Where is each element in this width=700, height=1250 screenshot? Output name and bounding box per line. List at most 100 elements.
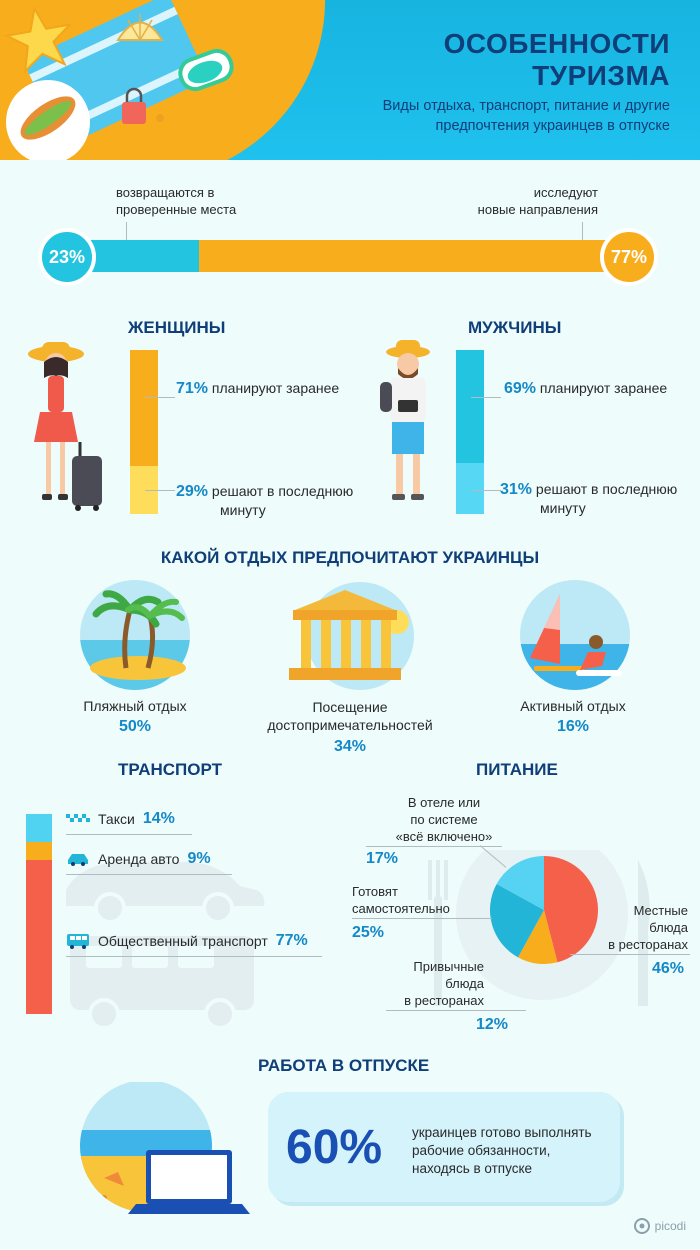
vehicle-silhouettes-illustration [66, 862, 265, 1030]
work-text-line1: украинцев готово выполнять [412, 1125, 592, 1140]
bus-icon [67, 934, 89, 949]
transport-taxi-segment [26, 814, 52, 842]
food-familiar-label: Привычные блюда в ресторанах [386, 958, 484, 1009]
active-pct: 16% [556, 718, 590, 735]
food-title: ПИТАНИЕ [476, 760, 558, 779]
women-title: ЖЕНЩИНЫ [128, 318, 226, 337]
beach-label: Пляжный отдых [83, 698, 187, 714]
active-label: Активный отдых [520, 698, 626, 714]
taxi-divider [66, 834, 192, 835]
selfcook-underline [352, 918, 492, 919]
local-underline [570, 954, 690, 955]
exploring-pct-badge: 77% [600, 228, 658, 286]
familiar-label-line2: блюда [445, 976, 484, 991]
windsurf-icon [520, 580, 630, 690]
beach-palm-icon [80, 580, 190, 690]
header-banner: ОСОБЕННОСТИ ТУРИЗМА Виды отдыха, транспо… [0, 0, 700, 160]
returning-label: возвращаются в проверенные места [116, 184, 236, 218]
rental-divider [66, 874, 232, 875]
returning-pointer [126, 222, 127, 244]
beach-pct: 50% [118, 718, 152, 735]
allinclusive-label-line1: В отеле или [407, 795, 481, 810]
rest-title: КАКОЙ ОТДЫХ ПРЕДПОЧИТАЮТ УКРАИНЦЫ [160, 548, 540, 567]
page-subtitle: Виды отдыха, транспорт, питание и другие… [382, 98, 670, 134]
women-plan-bar [130, 350, 158, 514]
women-last-label-line1: решают в последнюю [211, 483, 354, 499]
taxi-pct: 14% [142, 810, 175, 827]
public-divider [66, 956, 322, 957]
returning-label-line1: возвращаются в [116, 185, 215, 200]
exploring-label-line1: исследуют [533, 185, 598, 200]
transport-rental-segment [26, 842, 52, 860]
returning-pct-badge: 23% [38, 228, 96, 286]
women-plan-pct: 71% [176, 380, 209, 397]
selfcook-label-line2: самостоятельно [352, 901, 450, 916]
work-description: украинцев готово выполнять рабочие обяза… [412, 1124, 592, 1178]
sights-label-line2: достопримечательностей [267, 717, 433, 733]
women-last-pct: 29% [176, 483, 209, 500]
taxi-label: Такси [98, 811, 135, 827]
transport-public-segment [26, 860, 52, 1014]
women-last-pointer [145, 490, 175, 491]
food-pie-chart [490, 856, 598, 964]
familiar-underline [386, 1010, 526, 1011]
man-traveler-illustration [380, 340, 430, 500]
women-plan-stat: 71% планируют заранее [176, 380, 339, 398]
brand-name: picodi [654, 1219, 686, 1233]
men-plan-stat: 69% планируют заранее [504, 380, 667, 398]
local-label-line1: Местные [633, 903, 688, 918]
local-pct: 46% [652, 960, 685, 977]
selfcook-label-line1: Готовят [352, 884, 398, 899]
men-last-label-line2: минуту [540, 500, 586, 516]
women-last-label-line2: минуту [220, 502, 266, 518]
exploring-pointer [582, 222, 583, 244]
work-title: РАБОТА В ОТПУСКЕ [258, 1056, 430, 1075]
transport-public-row: Общественный транспорт 77% [66, 932, 322, 957]
men-last-pct: 31% [500, 481, 533, 498]
work-text-line2: рабочие обязанности, [412, 1143, 551, 1158]
allinclusive-label-line3: «всё включено» [395, 829, 493, 844]
rest-item-active: Активный отдых 16% [498, 698, 648, 736]
men-last-label-line1: решают в последнюю [535, 481, 678, 497]
men-plan-segment [456, 350, 484, 464]
taxi-icon [66, 814, 90, 822]
page-title: ОСОБЕННОСТИ ТУРИЗМА [444, 28, 670, 92]
pie-slice-familiar [517, 910, 558, 964]
men-title: МУЖЧИНЫ [468, 318, 562, 337]
women-last-stat: 29% решают в последнюю минуту [176, 482, 353, 519]
work-text-line3: находясь в отпуске [412, 1161, 533, 1176]
food-local-label: Местные блюда в ресторанах [600, 902, 688, 953]
woman-traveler-illustration [28, 342, 102, 511]
pie-slice-local [544, 856, 598, 963]
men-plan-bar [456, 350, 484, 514]
landmark-temple-icon [289, 582, 414, 690]
men-plan-pointer [471, 397, 501, 398]
women-plan-pointer [145, 397, 175, 398]
title-line-1: ОСОБЕННОСТИ [443, 28, 670, 59]
local-label-line3: в ресторанах [608, 937, 688, 952]
allinclusive-underline [366, 846, 502, 847]
rest-item-beach: Пляжный отдых 50% [60, 698, 210, 736]
pie-slice-allinclusive [496, 856, 544, 910]
food-allinclusive-label: В отеле или по системе «всё включено» [382, 794, 506, 845]
exploring-label: исследуют новые направления [478, 184, 598, 218]
allinclusive-pct: 17% [366, 850, 399, 867]
transport-rental-row: Аренда авто 9% [66, 850, 232, 875]
public-pct: 77% [275, 932, 308, 949]
selfcook-pct: 25% [352, 924, 385, 941]
familiar-label-line3: в ресторанах [404, 993, 484, 1008]
familiar-label-line1: Привычные [413, 959, 484, 974]
picodi-logo-icon [633, 1218, 650, 1234]
exploring-segment [198, 240, 630, 272]
transport-title: ТРАНСПОРТ [118, 760, 223, 779]
allinclusive-label-line2: по системе [410, 812, 478, 827]
rest-item-sights: Посещение достопримечательностей 34% [250, 698, 450, 756]
men-last-pointer [471, 490, 501, 491]
car-icon [68, 854, 88, 866]
familiar-pct: 12% [476, 1016, 509, 1033]
pie-slice-selfcook [490, 883, 544, 958]
beach-items-illustration [3, 0, 234, 160]
work-pct: 60% [286, 1121, 383, 1174]
sights-label-line1: Посещение [312, 699, 388, 715]
beach-laptop-illustration [80, 1082, 250, 1214]
